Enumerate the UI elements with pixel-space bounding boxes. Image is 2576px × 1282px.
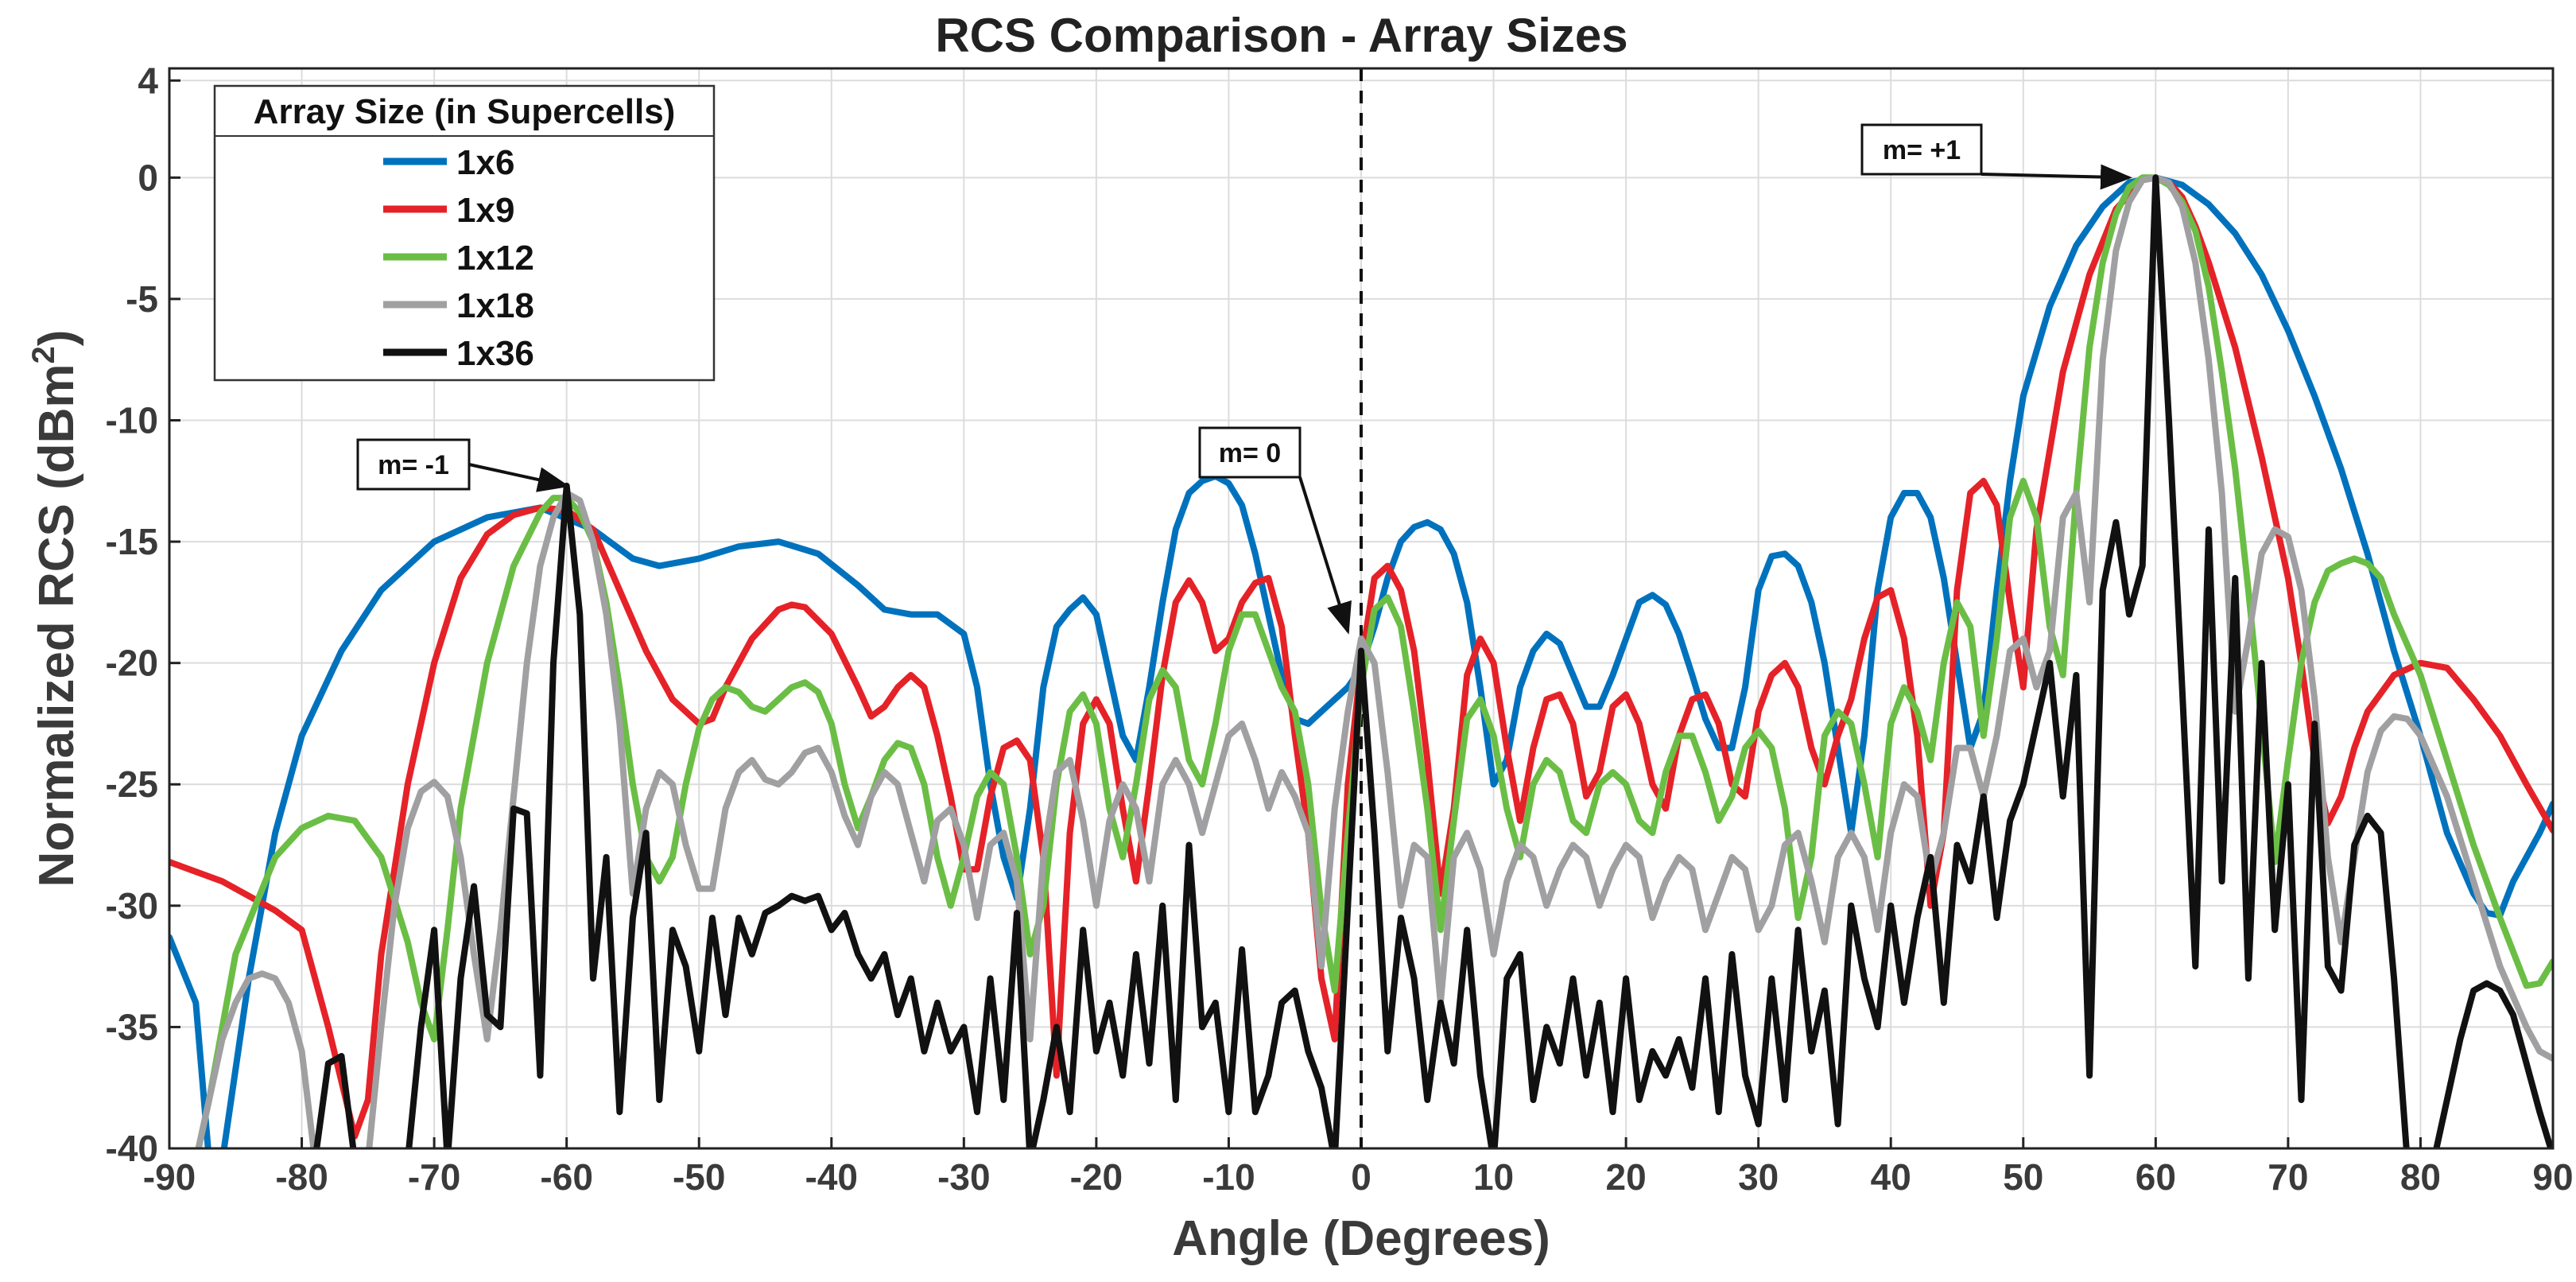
series-lines bbox=[169, 174, 2553, 1148]
legend-box bbox=[213, 84, 716, 382]
y-axis-label: Normalized RCS (dBm2) bbox=[26, 330, 84, 888]
y-tick-label: -20 bbox=[106, 643, 158, 684]
series-line-1x36 bbox=[313, 174, 2553, 1148]
tick-labels: -90 -80 -70 -60 -50 -40 -30 -20 -10 0 10 20 30 40 50 60… bbox=[106, 60, 2574, 1198]
x-tick-label: 50 bbox=[2003, 1156, 2043, 1198]
y-tick-label: 4 bbox=[138, 60, 158, 101]
legend-label-1x18: 1x18 bbox=[456, 286, 534, 325]
x-tick-label: 80 bbox=[2400, 1156, 2441, 1198]
annotation-label: m= 0 bbox=[1219, 438, 1281, 468]
legend-items: 1x6 1x9 1x12 1x18 1x36 bbox=[383, 143, 534, 373]
x-tick-label: -30 bbox=[937, 1156, 990, 1198]
y-tick-label: -5 bbox=[126, 278, 158, 320]
x-tick-label: 70 bbox=[2268, 1156, 2308, 1198]
annotation-box bbox=[356, 438, 471, 491]
legend-label-1x36: 1x36 bbox=[456, 334, 534, 373]
y-tick-label: -10 bbox=[106, 399, 158, 441]
x-tick-label: -80 bbox=[275, 1156, 328, 1198]
y-tick-label: -35 bbox=[106, 1006, 158, 1047]
x-tick-label: -40 bbox=[805, 1156, 858, 1198]
x-tick-label: 0 bbox=[1351, 1156, 1371, 1198]
annotation-arrow bbox=[1298, 476, 1352, 635]
y-tick-label: 0 bbox=[138, 157, 158, 198]
legend-label-1x6: 1x6 bbox=[456, 143, 514, 182]
plot-frame bbox=[168, 67, 2555, 1150]
y-tick-label: -30 bbox=[106, 885, 158, 927]
chart-title: RCS Comparison - Array Sizes bbox=[935, 9, 1627, 62]
x-tick-label: -50 bbox=[673, 1156, 725, 1198]
x-tick-label: -20 bbox=[1070, 1156, 1123, 1198]
annotation-arrow bbox=[1980, 164, 2133, 190]
series-line-1x18 bbox=[195, 174, 2553, 1148]
x-tick-label: 40 bbox=[1871, 1156, 1911, 1198]
x-tick-label: -90 bbox=[143, 1156, 196, 1198]
x-tick-label: 20 bbox=[1606, 1156, 1647, 1198]
annotation-box bbox=[1860, 123, 1983, 176]
legend: Array Size (in Supercells) 1x6 1x9 1x12 1x1… bbox=[213, 84, 716, 382]
x-tick-label: 60 bbox=[2136, 1156, 2176, 1198]
legend-label-1x12: 1x12 bbox=[456, 239, 534, 278]
y-axis-label-close: ) bbox=[29, 330, 84, 347]
annotation-box bbox=[1198, 426, 1302, 479]
legend-label-1x9: 1x9 bbox=[456, 191, 514, 230]
legend-title: Array Size (in Supercells) bbox=[254, 92, 676, 131]
annotations: m= -1 m= 0 m= +1 bbox=[356, 123, 2133, 635]
x-tick-label: -70 bbox=[408, 1156, 460, 1198]
y-axis-label-main: Normalized RCS (dBm bbox=[29, 363, 84, 887]
y-tick-label: -25 bbox=[106, 763, 158, 805]
series-line-1x6 bbox=[169, 174, 2553, 1148]
y-tick-label: -40 bbox=[106, 1128, 158, 1169]
x-tick-label: 90 bbox=[2532, 1156, 2573, 1198]
x-tick-label: -10 bbox=[1202, 1156, 1255, 1198]
annotation-label: m= -1 bbox=[378, 450, 449, 480]
series-line-1x12 bbox=[195, 174, 2553, 1148]
annotation-arrow bbox=[468, 463, 570, 492]
x-axis-label: Angle (Degrees) bbox=[1172, 1211, 1550, 1266]
series-line-1x9 bbox=[169, 174, 2553, 1140]
y-tick-label: -15 bbox=[106, 521, 158, 562]
x-tick-label: -60 bbox=[540, 1156, 592, 1198]
annotation-label: m= +1 bbox=[1883, 135, 1961, 165]
y-axis-label-superscript: 2 bbox=[26, 346, 61, 363]
x-tick-label: 30 bbox=[1738, 1156, 1779, 1198]
x-tick-label: 10 bbox=[1473, 1156, 1514, 1198]
